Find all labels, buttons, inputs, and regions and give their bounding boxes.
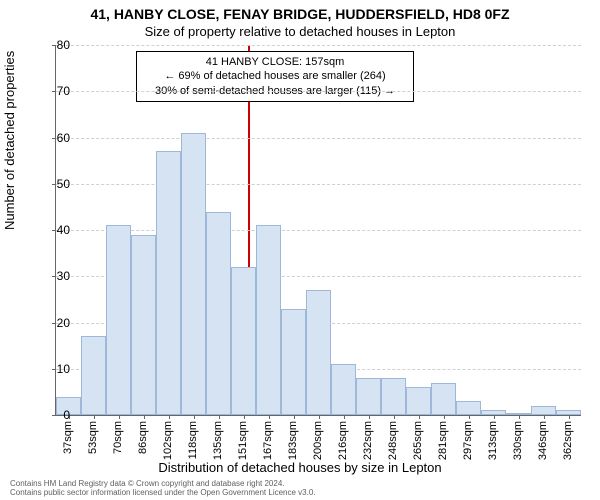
xtick-label: 86sqm [137, 421, 149, 454]
y-axis-label: Number of detached properties [2, 51, 17, 230]
xtick-mark [319, 415, 320, 419]
xtick-mark [344, 415, 345, 419]
xtick-label: 200sqm [312, 421, 324, 460]
histogram-bar [356, 378, 381, 415]
xtick-label: 102sqm [162, 421, 174, 460]
xtick-label: 346sqm [537, 421, 549, 460]
histogram-bar [256, 225, 281, 415]
footer-attribution: Contains HM Land Registry data © Crown c… [10, 480, 316, 498]
ytick-label: 30 [30, 269, 70, 283]
xtick-label: 53sqm [87, 421, 99, 454]
xtick-label: 167sqm [262, 421, 274, 460]
chart-container: 41, HANBY CLOSE, FENAY BRIDGE, HUDDERSFI… [0, 0, 600, 500]
histogram-bar [181, 133, 206, 415]
histogram-bar [431, 383, 456, 415]
footer-line2: Contains public sector information licen… [10, 489, 316, 498]
ytick-label: 70 [30, 84, 70, 98]
plot-area: 41 HANBY CLOSE: 157sqm ← 69% of detached… [55, 45, 581, 416]
ytick-label: 20 [30, 316, 70, 330]
xtick-label: 151sqm [237, 421, 249, 460]
xtick-mark [94, 415, 95, 419]
xtick-mark [294, 415, 295, 419]
histogram-bar [331, 364, 356, 415]
chart-title-address: 41, HANBY CLOSE, FENAY BRIDGE, HUDDERSFI… [0, 6, 600, 22]
xtick-mark [369, 415, 370, 419]
xtick-label: 362sqm [562, 421, 574, 460]
xtick-mark [569, 415, 570, 419]
annotation-box: 41 HANBY CLOSE: 157sqm ← 69% of detached… [136, 51, 414, 102]
xtick-mark [469, 415, 470, 419]
ytick-label: 80 [30, 38, 70, 52]
xtick-mark [394, 415, 395, 419]
xtick-label: 183sqm [287, 421, 299, 460]
xtick-mark [244, 415, 245, 419]
xtick-label: 281sqm [437, 421, 449, 460]
histogram-bar [131, 235, 156, 415]
histogram-bar [156, 151, 181, 415]
histogram-bar [531, 406, 556, 415]
xtick-label: 265sqm [412, 421, 424, 460]
xtick-label: 118sqm [187, 421, 199, 459]
x-axis-label: Distribution of detached houses by size … [0, 460, 600, 475]
xtick-mark [219, 415, 220, 419]
grid-line [56, 184, 581, 185]
xtick-label: 37sqm [62, 421, 74, 454]
xtick-mark [119, 415, 120, 419]
histogram-bar [456, 401, 481, 415]
xtick-mark [494, 415, 495, 419]
ytick-label: 50 [30, 177, 70, 191]
histogram-bar [306, 290, 331, 415]
xtick-mark [444, 415, 445, 419]
xtick-label: 313sqm [487, 421, 499, 460]
grid-line [56, 45, 581, 46]
xtick-label: 248sqm [387, 421, 399, 460]
xtick-label: 135sqm [212, 421, 224, 460]
grid-line [56, 230, 581, 231]
xtick-label: 330sqm [512, 421, 524, 460]
xtick-mark [269, 415, 270, 419]
histogram-bar [206, 212, 231, 416]
histogram-bar [106, 225, 131, 415]
histogram-bar [81, 336, 106, 415]
grid-line [56, 138, 581, 139]
histogram-bar [231, 267, 256, 415]
xtick-mark [194, 415, 195, 419]
chart-subtitle: Size of property relative to detached ho… [0, 24, 600, 39]
grid-line [56, 91, 581, 92]
xtick-mark [544, 415, 545, 419]
xtick-mark [519, 415, 520, 419]
histogram-bar [406, 387, 431, 415]
xtick-mark [169, 415, 170, 419]
xtick-mark [419, 415, 420, 419]
ytick-label: 60 [30, 131, 70, 145]
ytick-label: 40 [30, 223, 70, 237]
xtick-label: 297sqm [462, 421, 474, 460]
histogram-bar [281, 309, 306, 415]
xtick-mark [144, 415, 145, 419]
ytick-label: 0 [30, 408, 70, 422]
ytick-label: 10 [30, 362, 70, 376]
annotation-line1: 41 HANBY CLOSE: 157sqm [143, 55, 407, 69]
xtick-label: 232sqm [362, 421, 374, 460]
xtick-label: 216sqm [337, 421, 349, 460]
xtick-label: 70sqm [112, 421, 124, 454]
histogram-bar [381, 378, 406, 415]
annotation-line2: ← 69% of detached houses are smaller (26… [143, 69, 407, 83]
